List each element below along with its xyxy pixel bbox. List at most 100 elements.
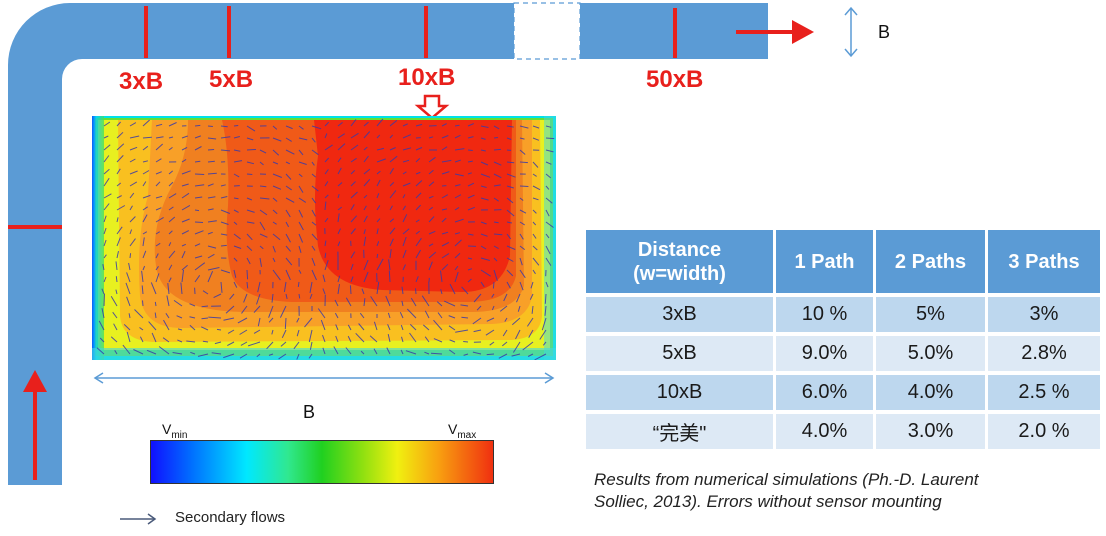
flow-vector — [493, 148, 501, 151]
flow-vector — [493, 184, 501, 187]
flow-vector — [334, 299, 339, 307]
flow-vector — [115, 289, 118, 295]
flow-vector — [103, 276, 107, 283]
flow-vector — [142, 250, 147, 259]
flow-vector — [401, 286, 404, 295]
flow-vector — [216, 328, 222, 331]
flow-vector — [532, 221, 537, 226]
flow-vector — [256, 293, 261, 305]
flow-vector — [181, 170, 191, 175]
flow-vector — [272, 125, 278, 130]
flow-vector — [168, 170, 174, 175]
flow-vector — [142, 214, 148, 223]
flow-vector — [181, 269, 184, 283]
flow-vector — [506, 161, 515, 164]
flow-vector — [337, 133, 345, 139]
flow-vector — [285, 125, 293, 130]
flow-vector — [181, 135, 188, 139]
flow-vector — [148, 321, 157, 331]
flow-vector — [101, 308, 105, 319]
flow-vector — [455, 329, 469, 333]
flow-vector — [176, 315, 183, 319]
flow-vector — [190, 351, 196, 355]
flow-vector — [142, 145, 149, 151]
flow-vector — [358, 323, 365, 331]
flow-vector — [257, 281, 261, 293]
error-table: Distance (w=width) 1 Path 2 Paths 3 Path… — [583, 226, 1103, 453]
flow-vector — [268, 353, 274, 356]
flow-vector — [480, 137, 486, 140]
flow-vector — [532, 209, 537, 214]
flow-vector — [511, 353, 521, 357]
flow-vector — [480, 221, 487, 225]
flow-vector — [207, 125, 213, 127]
flow-vector — [279, 305, 287, 318]
flow-vector — [545, 161, 552, 165]
flow-vector — [430, 352, 443, 355]
flow-vector — [441, 146, 448, 151]
flow-vector — [259, 185, 267, 188]
flow-vector — [259, 197, 270, 200]
flow-vector — [220, 281, 223, 293]
flow-vector — [454, 239, 462, 247]
flow-vector — [324, 157, 330, 163]
flow-vector — [308, 353, 313, 359]
flow-vector — [363, 168, 371, 175]
flow-vector — [349, 285, 352, 295]
flow-vector — [515, 329, 521, 340]
flow-vector — [410, 297, 417, 307]
flow-vector — [101, 288, 105, 295]
table-cell: 10 % — [776, 297, 873, 332]
flow-vector — [116, 195, 122, 199]
flow-vector — [223, 317, 235, 321]
flow-vector — [246, 281, 249, 289]
flow-vector — [239, 329, 248, 335]
flow-vector — [422, 324, 430, 331]
flow-vector — [463, 341, 469, 343]
flow-vector — [376, 147, 385, 151]
flow-vector — [298, 125, 304, 130]
flow-vector — [467, 268, 473, 271]
flow-vector — [545, 197, 553, 204]
flow-vector — [493, 245, 499, 250]
flow-vector — [227, 341, 235, 347]
flow-vector — [309, 293, 313, 299]
flow-vector — [322, 347, 326, 355]
flow-vector — [480, 185, 487, 188]
flow-vector — [155, 207, 162, 211]
flow-vector — [128, 313, 131, 319]
flow-vector — [519, 257, 523, 266]
flow-vector — [376, 170, 381, 175]
flow-vector — [116, 182, 122, 187]
flow-vector — [363, 271, 369, 283]
flow-vector — [229, 293, 235, 300]
flow-vector — [298, 137, 308, 141]
label-50xb: 50xB — [646, 66, 704, 93]
flow-vector — [545, 281, 549, 288]
flow-vector — [337, 182, 343, 187]
flow-vector — [493, 161, 502, 166]
flow-vector — [519, 245, 526, 250]
flow-vector — [503, 293, 508, 302]
flow-vector — [441, 208, 448, 211]
flow-vector — [534, 353, 547, 360]
flow-vector — [155, 266, 159, 271]
flow-vector — [207, 196, 216, 199]
flow-vector — [493, 125, 500, 130]
flow-vector — [441, 253, 450, 259]
flow-vector — [428, 230, 436, 235]
flow-vector — [253, 329, 261, 334]
flow-vector — [433, 319, 443, 331]
flow-vector — [259, 245, 264, 250]
flow-vector — [116, 155, 124, 163]
flow-vector — [129, 146, 138, 151]
flow-vector — [385, 295, 391, 307]
flow-vector — [454, 184, 461, 187]
flow-vector — [493, 269, 498, 281]
flow-vector — [322, 288, 326, 295]
flow-vector — [389, 238, 394, 247]
flow-vector — [480, 197, 489, 201]
table-cell: 6.0% — [776, 375, 873, 410]
flow-vector — [240, 341, 248, 346]
